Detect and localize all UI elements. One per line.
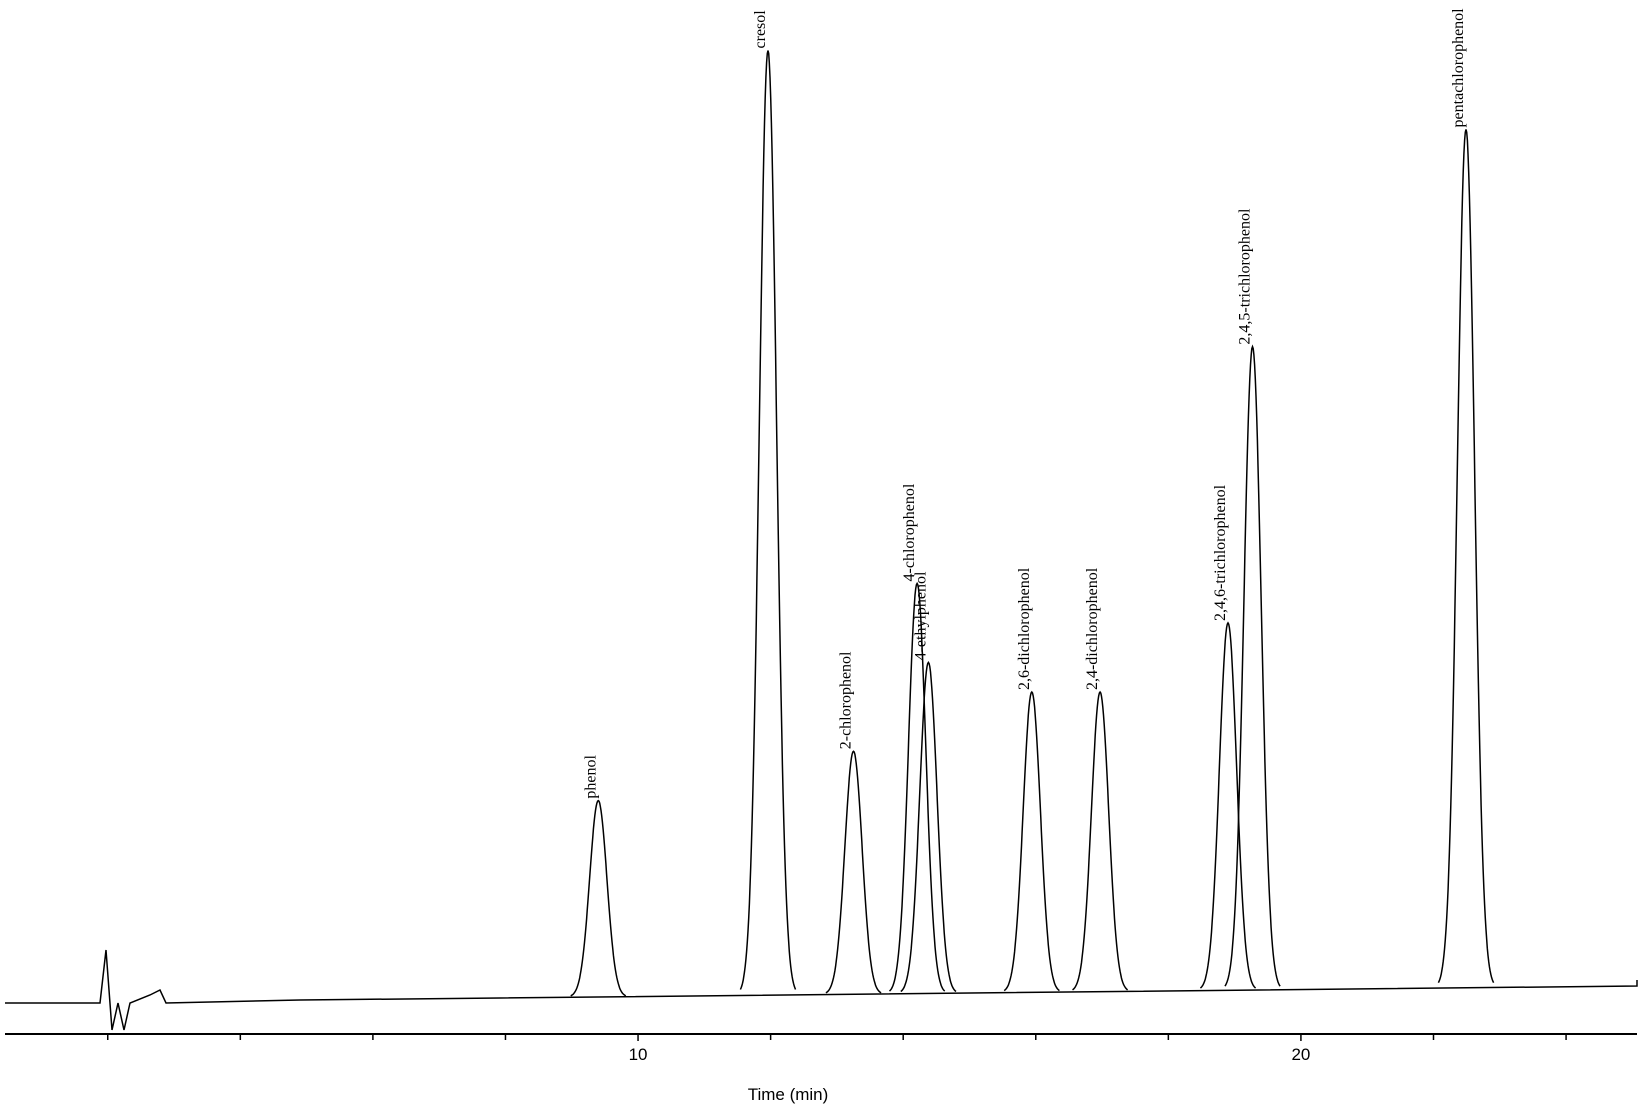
peak [1199,621,1257,989]
peak [1224,344,1281,987]
peak-label: 2,4-dichlorophenol [1084,567,1101,690]
peak [739,50,797,990]
peak-label: 4-ethylphenol [912,571,929,660]
peak [1003,690,1060,992]
peak-label: 4-chlorophenol [901,483,918,581]
peak-label: 2,4,5-trichlorophenol [1237,208,1254,345]
x-tick-label: 20 [1291,1045,1310,1064]
peak-label: pentachlorophenol [1450,8,1467,128]
peak-label: 2,4,6-trichlorophenol [1212,484,1229,621]
peak [1072,690,1129,991]
peak [570,799,627,997]
peak [825,750,882,994]
peak-label: cresol [752,10,769,49]
x-tick-label: 10 [629,1045,648,1064]
peak [900,661,957,993]
peak-label: 2,6-dichlorophenol [1016,567,1033,690]
peak-label: 2-chlorophenol [837,651,854,749]
peak [1437,129,1495,984]
peak [888,581,946,992]
baseline [5,949,1638,1031]
x-axis-label: Time (min) [748,1085,829,1104]
peak-label: phenol [582,754,599,798]
